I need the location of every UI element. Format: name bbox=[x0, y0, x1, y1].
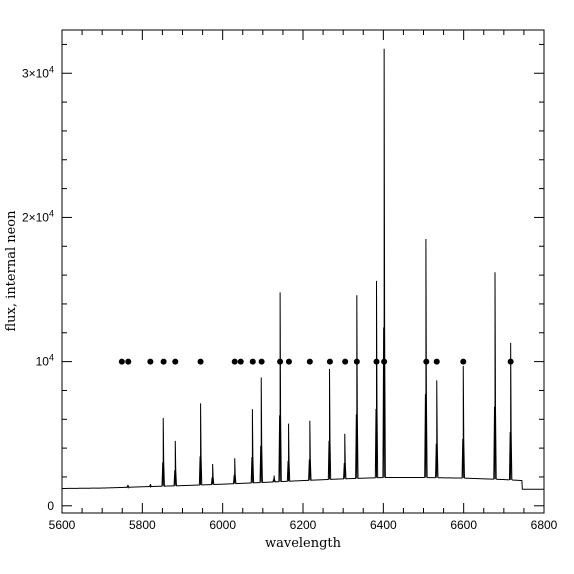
line-marker-dot bbox=[258, 358, 265, 365]
line-marker-dot bbox=[125, 358, 132, 365]
x-tick-label: 6400 bbox=[370, 518, 397, 532]
line-marker-dot bbox=[373, 358, 380, 365]
line-marker-dot bbox=[118, 358, 125, 365]
y-tick-label: 2×104 bbox=[22, 208, 54, 224]
line-marker-dot bbox=[342, 358, 349, 365]
line-marker-dot bbox=[249, 358, 256, 365]
x-tick-label: 6200 bbox=[290, 518, 317, 532]
line-marker-dot bbox=[197, 358, 204, 365]
line-marker-dot bbox=[423, 358, 430, 365]
x-axis-label: wavelength bbox=[265, 536, 342, 551]
x-tick-label: 6800 bbox=[531, 518, 558, 532]
y-tick-label: 0 bbox=[47, 499, 54, 513]
x-tick-label: 6000 bbox=[209, 518, 236, 532]
y-tick-label: 3×104 bbox=[22, 64, 54, 80]
line-marker-dot bbox=[306, 358, 313, 365]
line-marker-dot bbox=[277, 358, 284, 365]
y-tick-label: 104 bbox=[36, 353, 54, 369]
line-marker-dot bbox=[237, 358, 244, 365]
line-marker-dot bbox=[160, 358, 167, 365]
line-marker-dot bbox=[433, 358, 440, 365]
spectrum-line bbox=[62, 48, 544, 490]
y-axis-label: flux, internal neon bbox=[4, 210, 19, 332]
line-marker-dot bbox=[231, 358, 238, 365]
x-tick-label: 5800 bbox=[129, 518, 156, 532]
line-marker-dot bbox=[172, 358, 179, 365]
line-marker-dot bbox=[507, 358, 514, 365]
line-marker-dot bbox=[460, 358, 467, 365]
line-marker-dot bbox=[381, 358, 388, 365]
line-marker-dot bbox=[353, 358, 360, 365]
x-tick-label: 6600 bbox=[450, 518, 477, 532]
line-marker-dot bbox=[326, 358, 333, 365]
line-marker-dot bbox=[147, 358, 154, 365]
x-tick-label: 5600 bbox=[49, 518, 76, 532]
plot-frame bbox=[61, 29, 545, 514]
line-marker-dot bbox=[285, 358, 292, 365]
